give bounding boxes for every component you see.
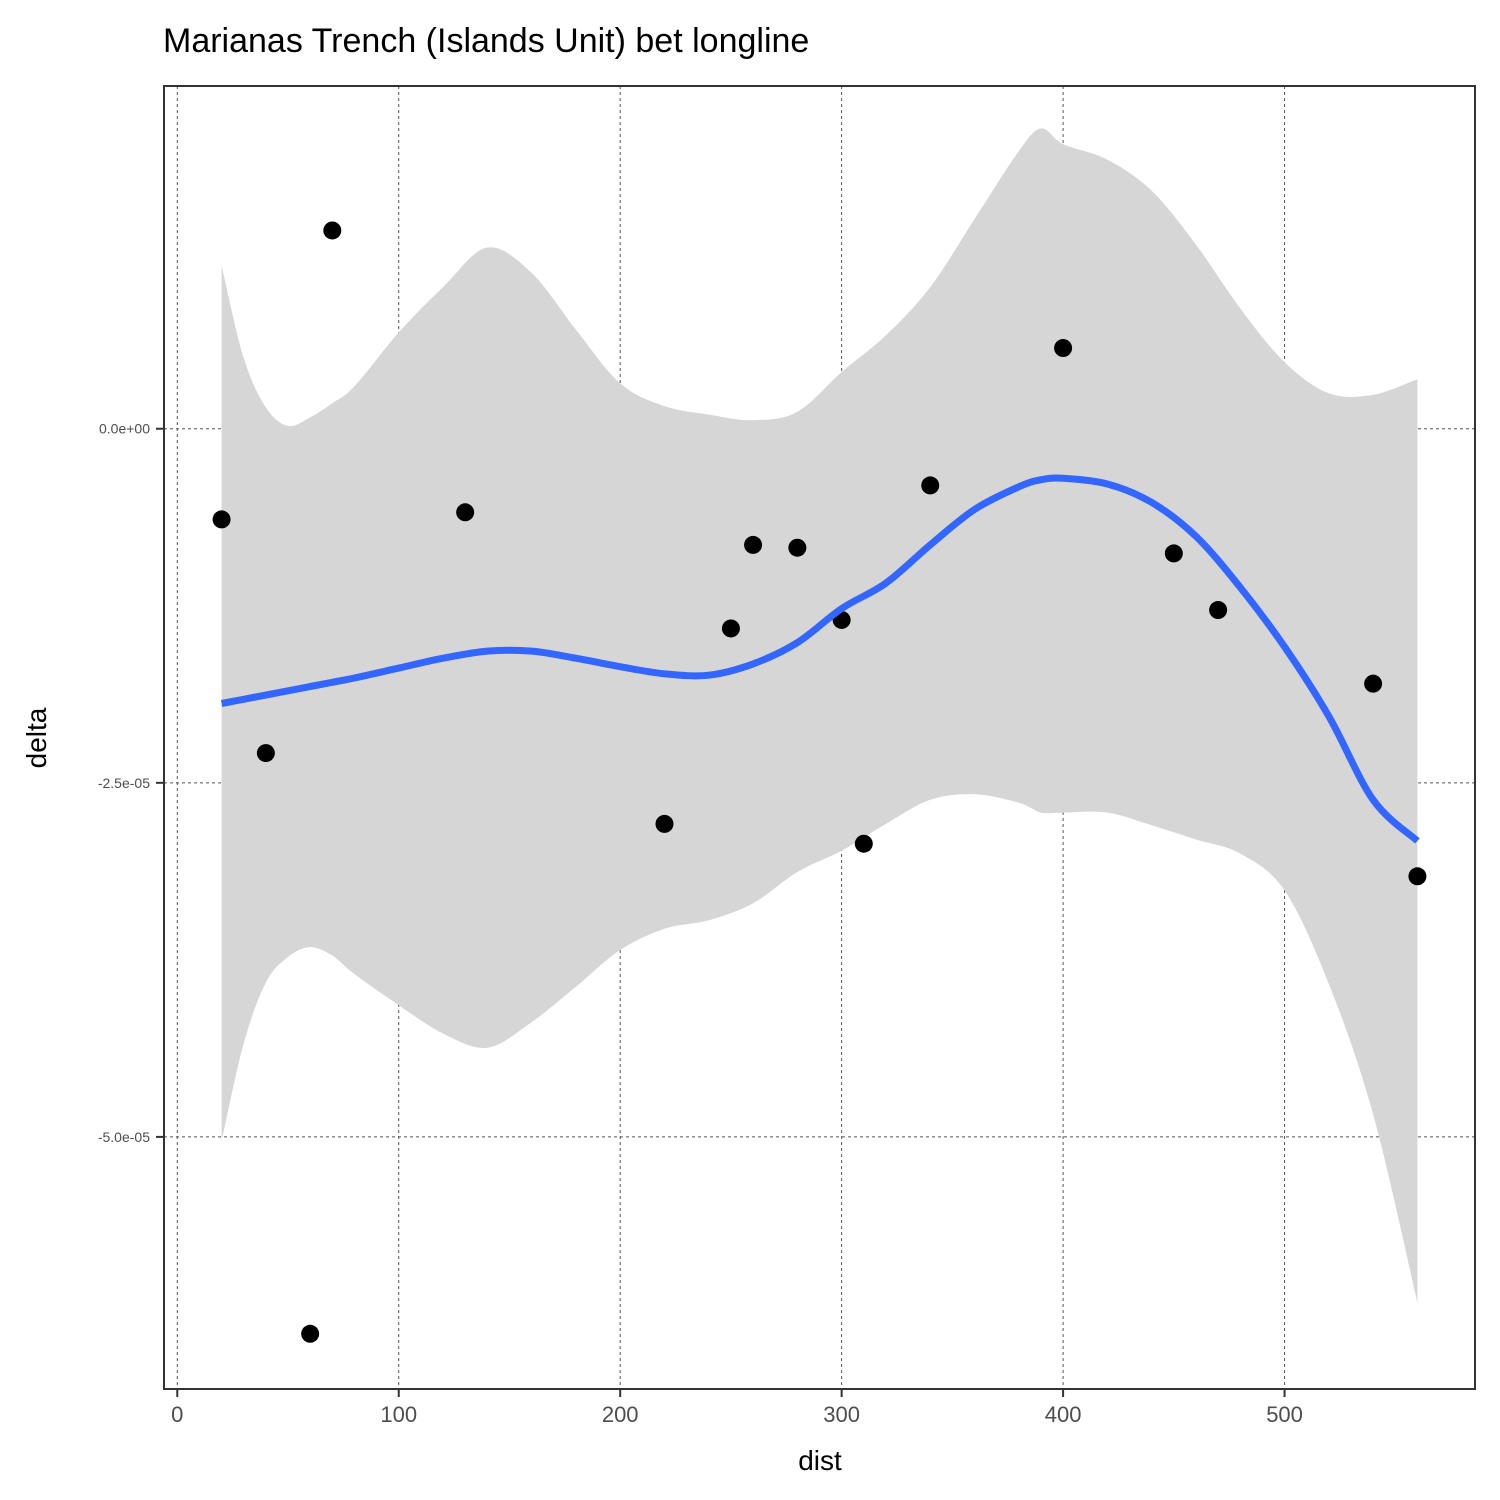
data-point — [323, 221, 342, 240]
x-tick-label: 100 — [380, 1402, 417, 1427]
data-point — [921, 476, 940, 495]
smooth-line-layer — [220, 474, 1420, 844]
chart-title: Marianas Trench (Islands Unit) bet longl… — [163, 22, 809, 60]
data-point — [212, 510, 231, 529]
data-point — [655, 814, 674, 833]
data-point — [456, 503, 475, 522]
confidence-band — [221, 128, 1418, 1303]
data-point — [301, 1324, 320, 1343]
data-point — [1164, 544, 1183, 563]
smooth-line — [220, 474, 1420, 844]
data-point — [256, 744, 275, 763]
x-tick-label: 500 — [1266, 1402, 1303, 1427]
x-axis-title: dist — [798, 1445, 842, 1476]
x-tick-label: 200 — [602, 1402, 639, 1427]
axes-layer: 0 100 200 300 400 500 0.0e+00 -2.5e-05 -5.0e-05 — [98, 421, 1303, 1427]
data-point — [1408, 867, 1427, 886]
data-point — [854, 834, 873, 853]
y-axis-title: delta — [21, 707, 52, 768]
data-point — [788, 538, 807, 557]
x-tick-label: 0 — [171, 1402, 183, 1427]
y-tick-label: 0.0e+00 — [99, 421, 150, 437]
data-point — [1364, 674, 1383, 693]
x-tick-label: 400 — [1045, 1402, 1082, 1427]
x-tick-label: 300 — [823, 1402, 860, 1427]
y-tick-label: -2.5e-05 — [98, 775, 150, 791]
points-layer — [212, 221, 1427, 1343]
data-point — [721, 619, 740, 638]
data-point — [1209, 601, 1228, 620]
panel-border — [163, 85, 1476, 1390]
data-point — [1054, 339, 1073, 358]
y-tick-label: -5.0e-05 — [98, 1129, 150, 1145]
confidence-band-layer — [221, 128, 1418, 1303]
data-point — [744, 535, 763, 554]
